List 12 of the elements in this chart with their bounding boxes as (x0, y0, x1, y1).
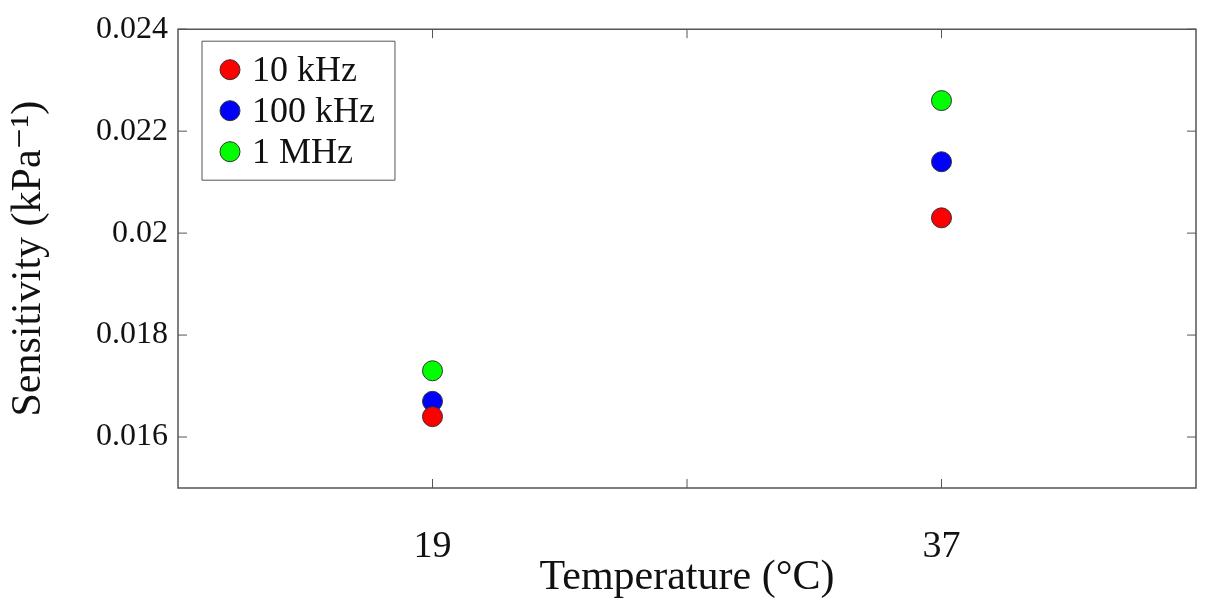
y-tick-label: 0.018 (96, 314, 168, 351)
legend-label: 1 MHz (252, 131, 353, 172)
legend-label: 10 kHz (252, 49, 357, 90)
y-tick-label: 0.016 (96, 416, 168, 453)
y-axis-title: Sensitivity (kPa⁻¹) (3, 100, 51, 417)
x-tick-label: 19 (413, 522, 452, 565)
y-tick-label: 0.022 (96, 110, 168, 147)
x-tick-label: 37 (922, 522, 961, 565)
legend-label: 100 kHz (252, 90, 375, 131)
x-axis-title: Temperature (°C) (539, 551, 835, 599)
y-tick-label: 0.02 (112, 212, 168, 249)
y-tick-label: 0.024 (96, 8, 168, 45)
